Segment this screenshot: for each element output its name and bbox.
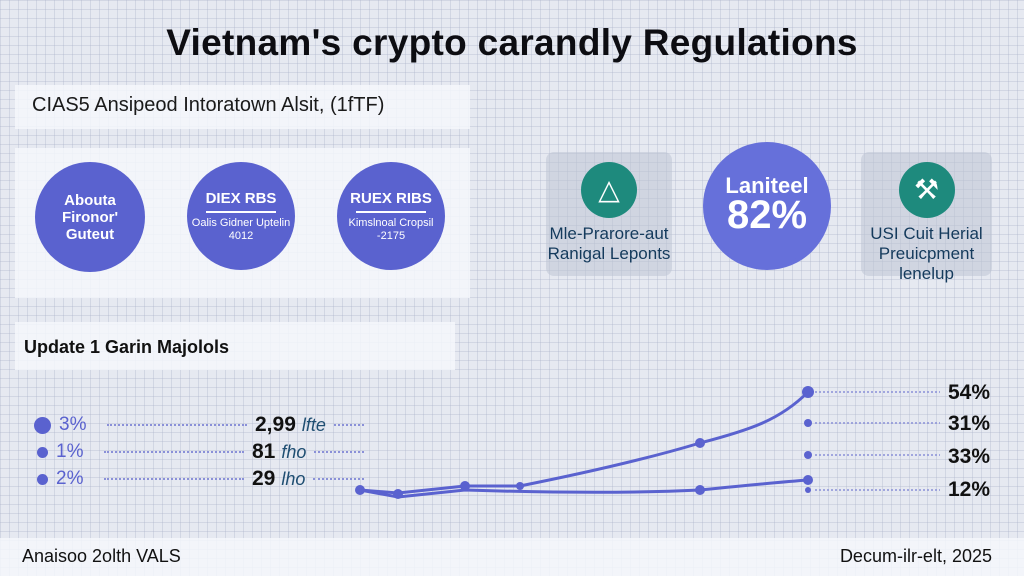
point <box>804 419 812 427</box>
highlight-label: Laniteel <box>725 172 809 198</box>
card-label: Mle-Prarore-aut Ranigal Leponts <box>547 224 671 263</box>
right-label: 33% <box>948 445 991 468</box>
divider <box>356 210 426 213</box>
bullet-dot <box>37 446 48 458</box>
stat-row: 1% 81 fho <box>34 440 364 463</box>
bullet-dot <box>37 473 48 485</box>
point <box>516 482 524 490</box>
stat-row: 2% 29 lho <box>34 467 364 490</box>
leader-line <box>314 451 364 453</box>
row-unit: lfte <box>301 414 326 435</box>
row-unit: lho <box>281 468 306 489</box>
card-procurement: ⚒ USI Cuit Herial Preuicpment lenelup <box>861 152 992 283</box>
badge-text: Abouta Fironor' Guteut <box>61 191 119 243</box>
point <box>802 386 814 398</box>
point <box>695 438 705 448</box>
point <box>355 485 365 495</box>
card-reports: △ Mle-Prarore-aut Ranigal Leponts <box>546 152 672 276</box>
badge-diex: DIEX RBS Oalis Gidner Uptelin 4012 <box>190 165 292 267</box>
row-pct: 3% <box>59 414 87 435</box>
page-title: Vietnam's crypto carandly Regulations <box>166 22 858 63</box>
badge-ruex: RUEX RIBS Kimslnoal Cropsil -2175 <box>340 165 442 267</box>
divider <box>206 210 276 213</box>
trend-line-lower <box>359 478 809 499</box>
bullet-dot <box>34 416 51 434</box>
badge-sub: Kimslnoal Cropsil -2175 <box>348 216 434 242</box>
point <box>805 487 811 493</box>
point <box>460 481 470 491</box>
subtitle: CIAS5 Ansipeod Intoratown Alsit, (1fTF) <box>32 94 385 116</box>
leader-line <box>107 424 247 426</box>
leader-line <box>313 478 364 480</box>
footer-date: Decum-ilr-elt, 2025 <box>839 546 992 566</box>
leader-line <box>104 478 244 480</box>
card-label: USI Cuit Herial Preuicpment lenelup <box>870 224 983 283</box>
pickaxe-icon: ⚒ <box>898 162 955 218</box>
footer-left: Anaisoo 2olth VALS <box>22 546 181 566</box>
row-unit: fho <box>281 441 307 462</box>
section-title: Update 1 Garin Majolols <box>24 337 230 357</box>
row-pct: 1% <box>56 441 84 462</box>
right-label: 54% <box>948 381 991 404</box>
highlight-badge: Laniteel 82% <box>707 146 827 266</box>
leader-line <box>104 451 244 453</box>
subtitle-panel <box>15 85 470 129</box>
section-panel <box>15 322 455 370</box>
point <box>695 485 705 495</box>
right-label: 31% <box>948 412 991 435</box>
point <box>393 489 403 499</box>
row-value: 2,99 <box>255 413 296 436</box>
badge-title: RUEX RIBS <box>350 189 432 207</box>
right-label: 12% <box>948 478 991 501</box>
warning-triangle-icon: △ <box>581 162 637 218</box>
footer-bar <box>0 538 1024 576</box>
highlight-value: 82% <box>726 192 808 237</box>
leader-line <box>333 424 364 426</box>
point <box>803 475 813 485</box>
badge-about: Abouta Fironor' Guteut <box>38 165 142 269</box>
point <box>804 451 812 459</box>
row-value: 29 <box>252 467 276 490</box>
row-value: 81 <box>252 440 276 463</box>
row-pct: 2% <box>56 468 84 489</box>
badge-title: DIEX RBS <box>205 189 277 207</box>
trend-line-upper <box>359 390 810 495</box>
badge-sub: Oalis Gidner Uptelin 4012 <box>191 216 291 242</box>
stat-row: 3% 2,99 lfte <box>34 413 364 436</box>
